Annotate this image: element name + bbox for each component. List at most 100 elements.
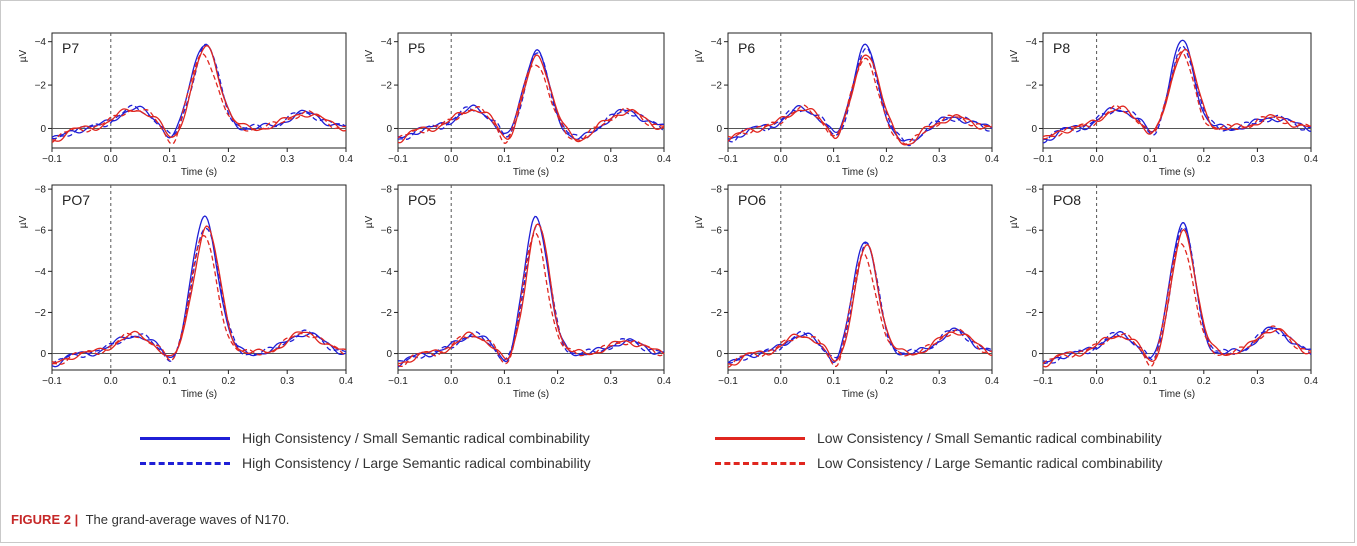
series-line-2	[1042, 226, 1312, 365]
panel-label: P5	[408, 40, 425, 56]
panel-po7: PO7 µV Time (s) −0.1 0.0 0.1 0.2 0.3 0.4 0 −2 −4 −6 −…	[18, 184, 353, 400]
series-line-3	[398, 223, 665, 365]
panel-p5: P5 µV Time (s) −0.1 0.0 0.1 0.2 0.3 0.4 0 −2 −4	[364, 32, 671, 178]
y-tick-label: −2	[35, 308, 47, 319]
y-tick-label: −4	[1026, 37, 1038, 48]
series-line-1	[51, 215, 347, 368]
x-tick-label: −0.1	[718, 376, 738, 387]
y-tick-label: −4	[381, 267, 393, 278]
x-tick-label: 0.3	[1250, 154, 1264, 165]
x-tick-label: 0.4	[1304, 154, 1318, 165]
y-tick-label: −4	[381, 37, 393, 48]
x-tick-label: 0.4	[657, 376, 671, 387]
x-tick-label: 0.1	[1143, 376, 1157, 387]
x-tick-label: 0.3	[604, 376, 618, 387]
caption-text: The grand-average waves of N170.	[85, 512, 290, 527]
panel-po8: PO8 µV Time (s) −0.1 0.0 0.1 0.2 0.3 0.4 0 −2 −4 −6 −…	[1009, 184, 1318, 400]
y-tick-label: −6	[1026, 226, 1038, 237]
panel-po6: PO6 µV Time (s) −0.1 0.0 0.1 0.2 0.3 0.4 0 −2 −4 −6 −…	[694, 184, 999, 400]
y-tick-label: 0	[386, 124, 392, 135]
series-line-2	[397, 52, 665, 140]
panel-label: PO5	[408, 192, 436, 208]
x-tick-label: 0.2	[879, 154, 893, 165]
panel-p7: P7 µV Time (s) −0.1 0.0 0.1 0.2 0.3 0.4 0 −2 −4	[18, 32, 353, 178]
series-line-1	[397, 215, 665, 368]
x-tick-label: 0.2	[1197, 154, 1211, 165]
x-tick-label: 0.1	[497, 154, 511, 165]
x-tick-label: 0.1	[163, 376, 177, 387]
x-tick-label: 0.2	[551, 376, 565, 387]
x-tick-label: 0.3	[932, 376, 946, 387]
x-tick-label: 0.3	[280, 154, 294, 165]
x-tick-label: 0.2	[1197, 376, 1211, 387]
panel-label: PO6	[738, 192, 766, 208]
y-tick-label: −2	[381, 81, 393, 92]
x-tick-label: 0.4	[985, 154, 999, 165]
y-tick-label: −6	[381, 226, 393, 237]
y-axis-label: µV	[1009, 49, 1020, 62]
panel-p6: P6 µV Time (s) −0.1 0.0 0.1 0.2 0.3 0.4 0 −2 −4	[694, 32, 999, 178]
series-line-4	[51, 234, 347, 365]
series-line-1	[1042, 39, 1312, 141]
series-line-1	[51, 44, 347, 139]
series-line-3	[51, 225, 347, 364]
x-tick-label: 0.2	[551, 154, 565, 165]
axes-frame	[1042, 184, 1312, 371]
x-axis-label: Time (s)	[181, 389, 217, 400]
series-line-3	[51, 45, 347, 142]
x-tick-label: 0.0	[774, 154, 788, 165]
x-axis-label: Time (s)	[842, 389, 878, 400]
y-axis-label: µV	[694, 49, 705, 62]
series-line-4	[1042, 51, 1312, 140]
y-axis-label: µV	[18, 49, 29, 62]
figure-caption: FIGURE 2 | The grand-average waves of N1…	[11, 512, 289, 527]
x-tick-label: 0.2	[221, 376, 235, 387]
x-axis-label: Time (s)	[181, 167, 217, 178]
y-axis-label: µV	[1009, 215, 1020, 228]
y-tick-label: −6	[35, 226, 47, 237]
y-tick-label: −2	[711, 308, 723, 319]
series-line-1	[1042, 222, 1311, 363]
x-axis-label: Time (s)	[1159, 389, 1195, 400]
x-axis-label: Time (s)	[842, 167, 878, 178]
series-line-3	[1042, 48, 1312, 138]
x-tick-label: −0.1	[388, 376, 408, 387]
x-tick-label: 0.3	[604, 154, 618, 165]
axes-frame	[51, 32, 347, 149]
panel-label: P6	[738, 40, 755, 56]
y-tick-label: 0	[1031, 124, 1037, 135]
y-tick-label: 0	[386, 349, 392, 360]
axes-frame	[1042, 32, 1312, 149]
y-axis-label: µV	[694, 215, 705, 228]
series-line-2	[51, 227, 347, 365]
x-tick-label: 0.4	[985, 376, 999, 387]
x-tick-label: 0.0	[1090, 376, 1104, 387]
series-line-2	[727, 47, 993, 147]
x-tick-label: −0.1	[42, 376, 62, 387]
y-tick-label: −8	[711, 185, 723, 196]
series-line-4	[727, 252, 993, 368]
y-tick-label: 0	[40, 349, 46, 360]
series-line-3	[397, 54, 665, 144]
x-axis-label: Time (s)	[513, 389, 549, 400]
y-tick-label: −4	[35, 267, 47, 278]
y-tick-label: 0	[716, 349, 722, 360]
y-tick-label: −8	[1026, 185, 1038, 196]
x-tick-label: 0.0	[104, 376, 118, 387]
x-tick-label: 0.2	[879, 376, 893, 387]
y-axis-label: µV	[364, 49, 375, 62]
series-line-4	[727, 57, 993, 145]
panel-label: PO7	[62, 192, 90, 208]
y-tick-label: −2	[711, 81, 723, 92]
panel-label: P7	[62, 40, 79, 56]
series-line-4	[51, 53, 347, 145]
y-tick-label: −4	[1026, 267, 1038, 278]
axes-frame	[397, 184, 665, 371]
y-tick-label: 0	[40, 124, 46, 135]
panel-p8: P8 µV Time (s) −0.1 0.0 0.1 0.2 0.3 0.4 0 −2 −4	[1009, 32, 1318, 178]
x-tick-label: 0.0	[444, 154, 458, 165]
y-tick-label: −8	[35, 185, 47, 196]
x-tick-label: 0.4	[1304, 376, 1318, 387]
x-tick-label: 0.4	[339, 154, 353, 165]
x-tick-label: −0.1	[388, 154, 408, 165]
